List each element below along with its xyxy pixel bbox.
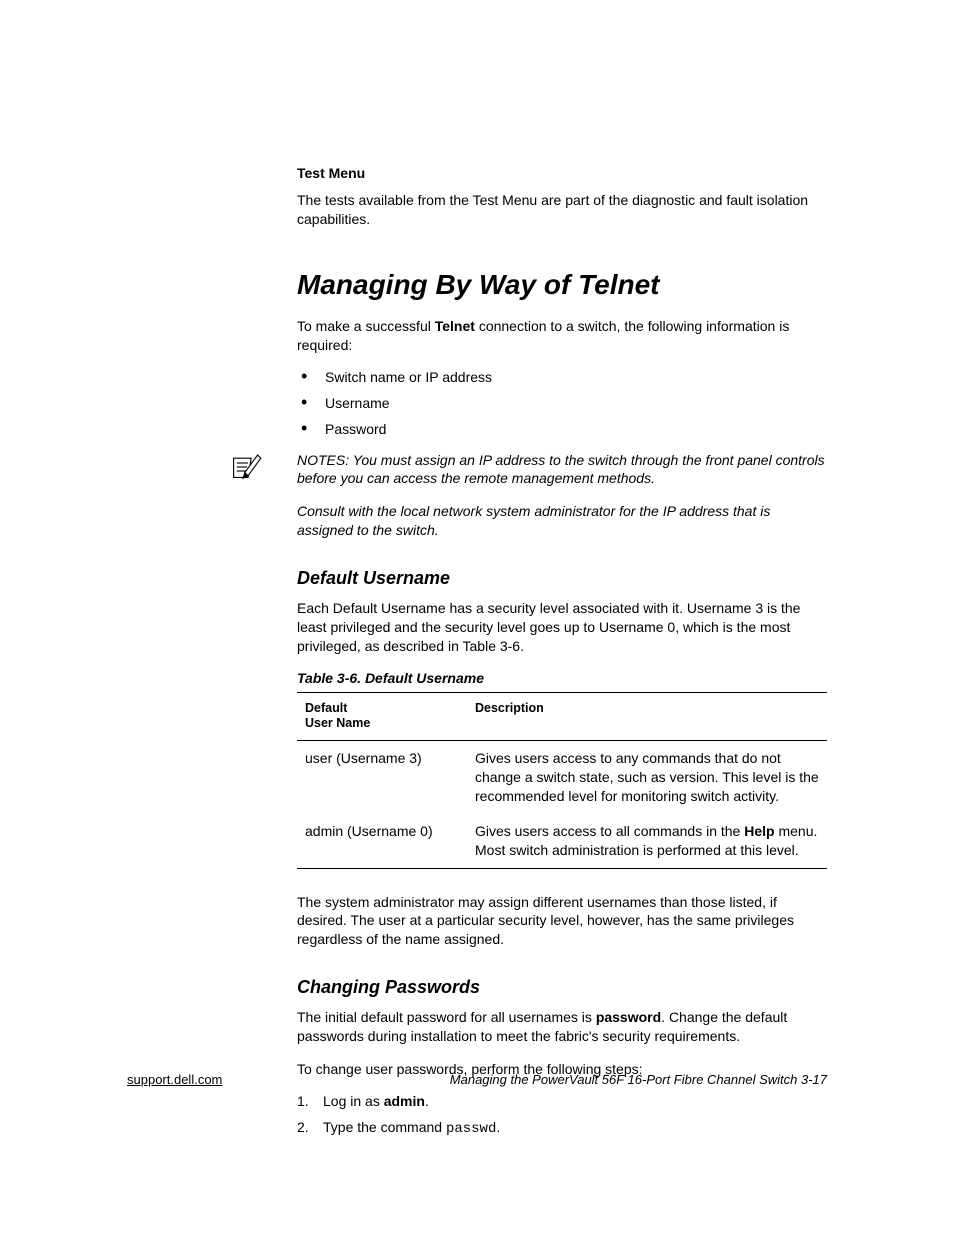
default-username-table: Default User Name Description user (User… xyxy=(297,692,827,869)
table-header-row: Default User Name Description xyxy=(297,692,827,740)
bullet-text: Switch name or IP address xyxy=(325,369,492,385)
step-text: Type the command passwd. xyxy=(323,1119,500,1137)
step2-pre: Type the command xyxy=(323,1119,446,1135)
bullet-text: Password xyxy=(325,421,386,437)
bullet-icon: • xyxy=(301,369,325,383)
table-row: admin (Username 0) Gives users access to… xyxy=(297,814,827,868)
changing-passwords-intro: The initial default password for all use… xyxy=(297,1008,827,1046)
bullet-item: • Password xyxy=(301,421,827,437)
cp-intro-pre: The initial default password for all use… xyxy=(297,1009,596,1025)
default-username-heading: Default Username xyxy=(297,568,827,589)
default-username-body: Each Default Username has a security lev… xyxy=(297,599,827,656)
telnet-intro-bold: Telnet xyxy=(435,318,475,334)
telnet-intro: To make a successful Telnet connection t… xyxy=(297,317,827,355)
bullet-item: • Switch name or IP address xyxy=(301,369,827,385)
step2-cmd: passwd xyxy=(446,1121,496,1137)
step-number: 1. xyxy=(297,1093,323,1109)
test-menu-body: The tests available from the Test Menu a… xyxy=(297,191,827,229)
changing-passwords-heading: Changing Passwords xyxy=(297,977,827,998)
test-menu-heading: Test Menu xyxy=(297,165,827,181)
notes-block: NOTES: You must assign an IP address to … xyxy=(297,451,827,541)
step-number: 2. xyxy=(297,1119,323,1137)
page: Test Menu The tests available from the T… xyxy=(0,0,954,1235)
step-item: 1. Log in as admin. xyxy=(297,1093,827,1109)
cell-desc-bold: Help xyxy=(744,823,774,839)
step1-pre: Log in as xyxy=(323,1093,384,1109)
table-row: user (Username 3) Gives users access to … xyxy=(297,741,827,814)
cp-intro-bold: password xyxy=(596,1009,661,1025)
cell-name: user (Username 3) xyxy=(297,741,467,814)
bullet-text: Username xyxy=(325,395,390,411)
telnet-intro-pre: To make a successful xyxy=(297,318,435,334)
footer-link[interactable]: support.dell.com xyxy=(127,1072,222,1087)
bullet-item: • Username xyxy=(301,395,827,411)
content-column: Test Menu The tests available from the T… xyxy=(297,165,827,1137)
telnet-heading: Managing By Way of Telnet xyxy=(297,269,827,301)
cell-name: admin (Username 0) xyxy=(297,814,467,868)
step2-post: . xyxy=(496,1119,500,1135)
page-footer: support.dell.com Managing the PowerVault… xyxy=(127,1072,827,1087)
cell-desc-pre: Gives users access to all commands in th… xyxy=(475,823,744,839)
note-2: Consult with the local network system ad… xyxy=(297,502,827,540)
step1-bold: admin xyxy=(384,1093,425,1109)
steps-list: 1. Log in as admin. 2. Type the command … xyxy=(297,1093,827,1137)
bullet-icon: • xyxy=(301,421,325,435)
default-username-after: The system administrator may assign diff… xyxy=(297,893,827,950)
step-text: Log in as admin. xyxy=(323,1093,429,1109)
bullet-icon: • xyxy=(301,395,325,409)
note-icon xyxy=(232,453,264,481)
col-header-name-l2: User Name xyxy=(305,716,370,730)
cell-desc: Gives users access to any commands that … xyxy=(467,741,827,814)
cell-desc: Gives users access to all commands in th… xyxy=(467,814,827,868)
col-header-name-l1: Default xyxy=(305,701,347,715)
col-header-name: Default User Name xyxy=(297,692,467,740)
step-item: 2. Type the command passwd. xyxy=(297,1119,827,1137)
note-1: NOTES: You must assign an IP address to … xyxy=(297,451,827,489)
col-header-desc: Description xyxy=(467,692,827,740)
table-caption: Table 3-6. Default Username xyxy=(297,670,827,686)
footer-title: Managing the PowerVault 56F 16-Port Fibr… xyxy=(450,1072,827,1087)
telnet-bullets: • Switch name or IP address • Username •… xyxy=(301,369,827,437)
step1-post: . xyxy=(425,1093,429,1109)
